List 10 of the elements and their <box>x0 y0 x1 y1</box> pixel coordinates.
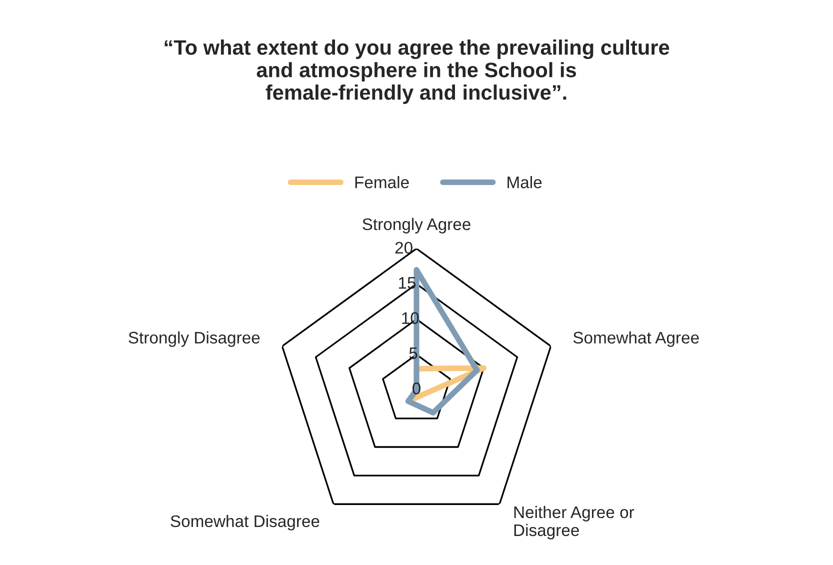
spoke-label: Somewhat Agree <box>573 331 699 347</box>
y-tick-label: 5 <box>409 348 418 360</box>
spoke-label: Strongly Disagree <box>128 331 260 347</box>
legend-label: Female <box>355 176 409 188</box>
y-tick-label: 20 <box>395 242 412 254</box>
spoke-label: Somewhat Disagree <box>170 514 320 530</box>
legend-label: Male <box>508 176 542 188</box>
spoke-label: Strongly Agree <box>362 218 470 234</box>
spoke-label: Neither Agree or Disagree <box>514 506 634 540</box>
chart-title: “To what extent do you agree the prevailing culture and atmosphere in the School is female-friendly and inclusive”. <box>164 40 670 104</box>
